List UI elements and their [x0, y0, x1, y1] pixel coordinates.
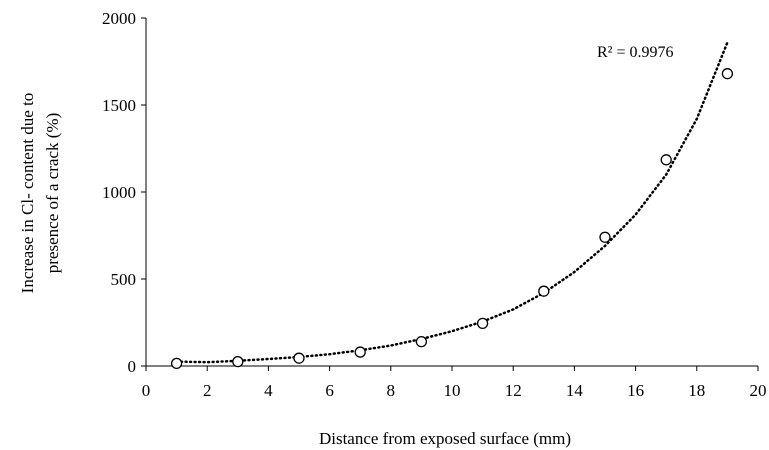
y-tick-label: 1500 [102, 96, 136, 115]
x-tick-label: 16 [627, 381, 644, 400]
y-tick-label: 2000 [102, 9, 136, 28]
y-tick-label: 0 [128, 357, 137, 376]
axes [145, 18, 758, 367]
data-point [476, 317, 489, 330]
data-point [721, 68, 734, 80]
data-point [538, 285, 550, 297]
x-tick-label: 0 [142, 381, 151, 400]
y-axis-title-line-1: Increase in Cl- content due to [18, 93, 37, 294]
data-point [293, 352, 305, 364]
y-tick-label: 500 [111, 270, 137, 289]
x-ticks: 0 2 4 6 8 10 12 14 16 18 20 [142, 366, 767, 400]
x-tick-label: 10 [444, 381, 461, 400]
data-points [170, 68, 734, 370]
data-point [232, 355, 244, 368]
r-squared-annotation: R² = 0.9976 [597, 44, 674, 61]
trendline-curve [175, 41, 729, 364]
data-point [354, 346, 366, 358]
x-tick-label: 8 [387, 381, 396, 400]
x-tick-label: 20 [750, 381, 767, 400]
y-tick-label: 1000 [102, 183, 136, 202]
y-ticks: 0 500 1000 1500 2000 [102, 9, 146, 376]
data-point [660, 154, 672, 166]
y-axis-title-line-2: presence of a crack (%) [43, 113, 62, 273]
x-tick-label: 2 [203, 381, 212, 400]
x-tick-label: 14 [566, 381, 584, 400]
x-tick-label: 12 [505, 381, 522, 400]
x-tick-label: 6 [325, 381, 334, 400]
x-tick-label: 4 [264, 381, 273, 400]
data-point [599, 231, 611, 243]
x-tick-label: 18 [688, 381, 705, 400]
data-point [170, 357, 183, 370]
data-point [415, 335, 428, 348]
y-axis-title: Increase in Cl- content due to presence … [18, 93, 62, 294]
x-axis-title: Distance from exposed surface (mm) [319, 429, 571, 448]
trendline [175, 41, 729, 364]
